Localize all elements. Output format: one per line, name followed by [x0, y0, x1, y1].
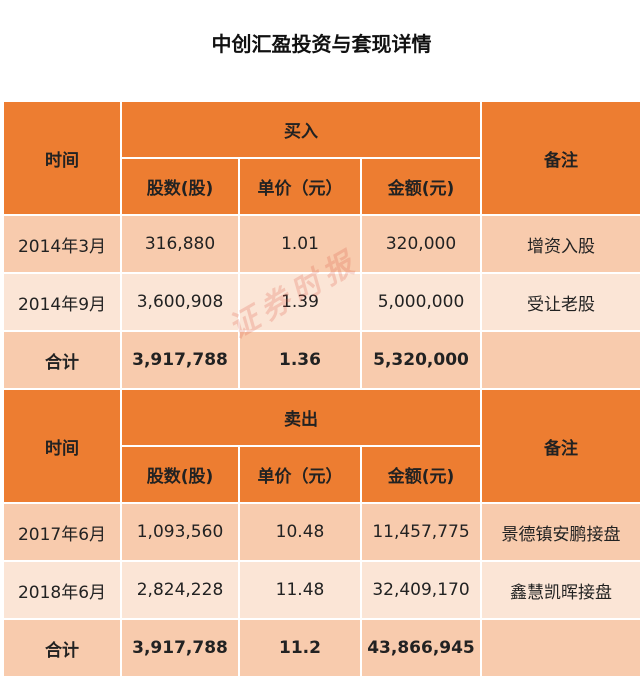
sell-total-row: 合计 3,917,788 11.2 43,866,945 — [2, 618, 642, 678]
total-label: 合计 — [2, 618, 122, 678]
row-shares: 2,824,228 — [120, 560, 240, 620]
buy-price-header: 单价（元） — [238, 157, 362, 216]
row-note: 受让老股 — [480, 272, 642, 332]
sell-shares-header: 股数(股) — [120, 445, 240, 504]
table-row: 2014年9月 3,600,908 1.39 5,000,000 受让老股 — [2, 272, 642, 332]
row-note: 鑫慧凯晖接盘 — [480, 560, 642, 620]
row-note: 增资入股 — [480, 214, 642, 274]
row-time: 2014年9月 — [2, 272, 122, 332]
row-time: 2018年6月 — [2, 560, 122, 620]
row-time: 2014年3月 — [2, 214, 122, 274]
total-note — [480, 330, 642, 390]
buy-shares-header: 股数(股) — [120, 157, 240, 216]
row-shares: 3,600,908 — [120, 272, 240, 332]
row-note: 景德镇安鹏接盘 — [480, 502, 642, 562]
row-shares: 316,880 — [120, 214, 240, 274]
sell-time-header: 时间 — [2, 388, 122, 504]
table-row: 2014年3月 316,880 1.01 320,000 增资入股 — [2, 214, 642, 274]
sell-price-header: 单价（元） — [238, 445, 362, 504]
buy-time-header: 时间 — [2, 100, 122, 216]
row-shares: 1,093,560 — [120, 502, 240, 562]
buy-total-row: 合计 3,917,788 1.36 5,320,000 — [2, 330, 642, 390]
row-price: 1.01 — [238, 214, 362, 274]
table-row: 2018年6月 2,824,228 11.48 32,409,170 鑫慧凯晖接… — [2, 560, 642, 620]
total-label: 合计 — [2, 330, 122, 390]
buy-group-header: 买入 — [120, 100, 482, 159]
total-price: 11.2 — [238, 618, 362, 678]
buy-amount-header: 金额(元) — [360, 157, 482, 216]
total-amount: 43,866,945 — [360, 618, 482, 678]
row-time: 2017年6月 — [2, 502, 122, 562]
total-shares: 3,917,788 — [120, 618, 240, 678]
total-price: 1.36 — [238, 330, 362, 390]
sell-note-header: 备注 — [480, 388, 642, 504]
buy-note-header: 备注 — [480, 100, 642, 216]
sell-group-header: 卖出 — [120, 388, 482, 447]
sell-amount-header: 金额(元) — [360, 445, 482, 504]
total-amount: 5,320,000 — [360, 330, 482, 390]
row-price: 11.48 — [238, 560, 362, 620]
row-price: 10.48 — [238, 502, 362, 562]
page-title: 中创汇盈投资与套现详情 — [211, 32, 432, 56]
row-amount: 320,000 — [360, 214, 482, 274]
row-amount: 5,000,000 — [360, 272, 482, 332]
row-amount: 32,409,170 — [360, 560, 482, 620]
table-row: 2017年6月 1,093,560 10.48 11,457,775 景德镇安鹏… — [2, 502, 642, 562]
total-shares: 3,917,788 — [120, 330, 240, 390]
total-note — [480, 618, 642, 678]
row-price: 1.39 — [238, 272, 362, 332]
row-amount: 11,457,775 — [360, 502, 482, 562]
investment-table: 时间 买入 备注 股数(股) 单价（元） 金额(元) 2014年3月 316,8… — [2, 100, 642, 678]
